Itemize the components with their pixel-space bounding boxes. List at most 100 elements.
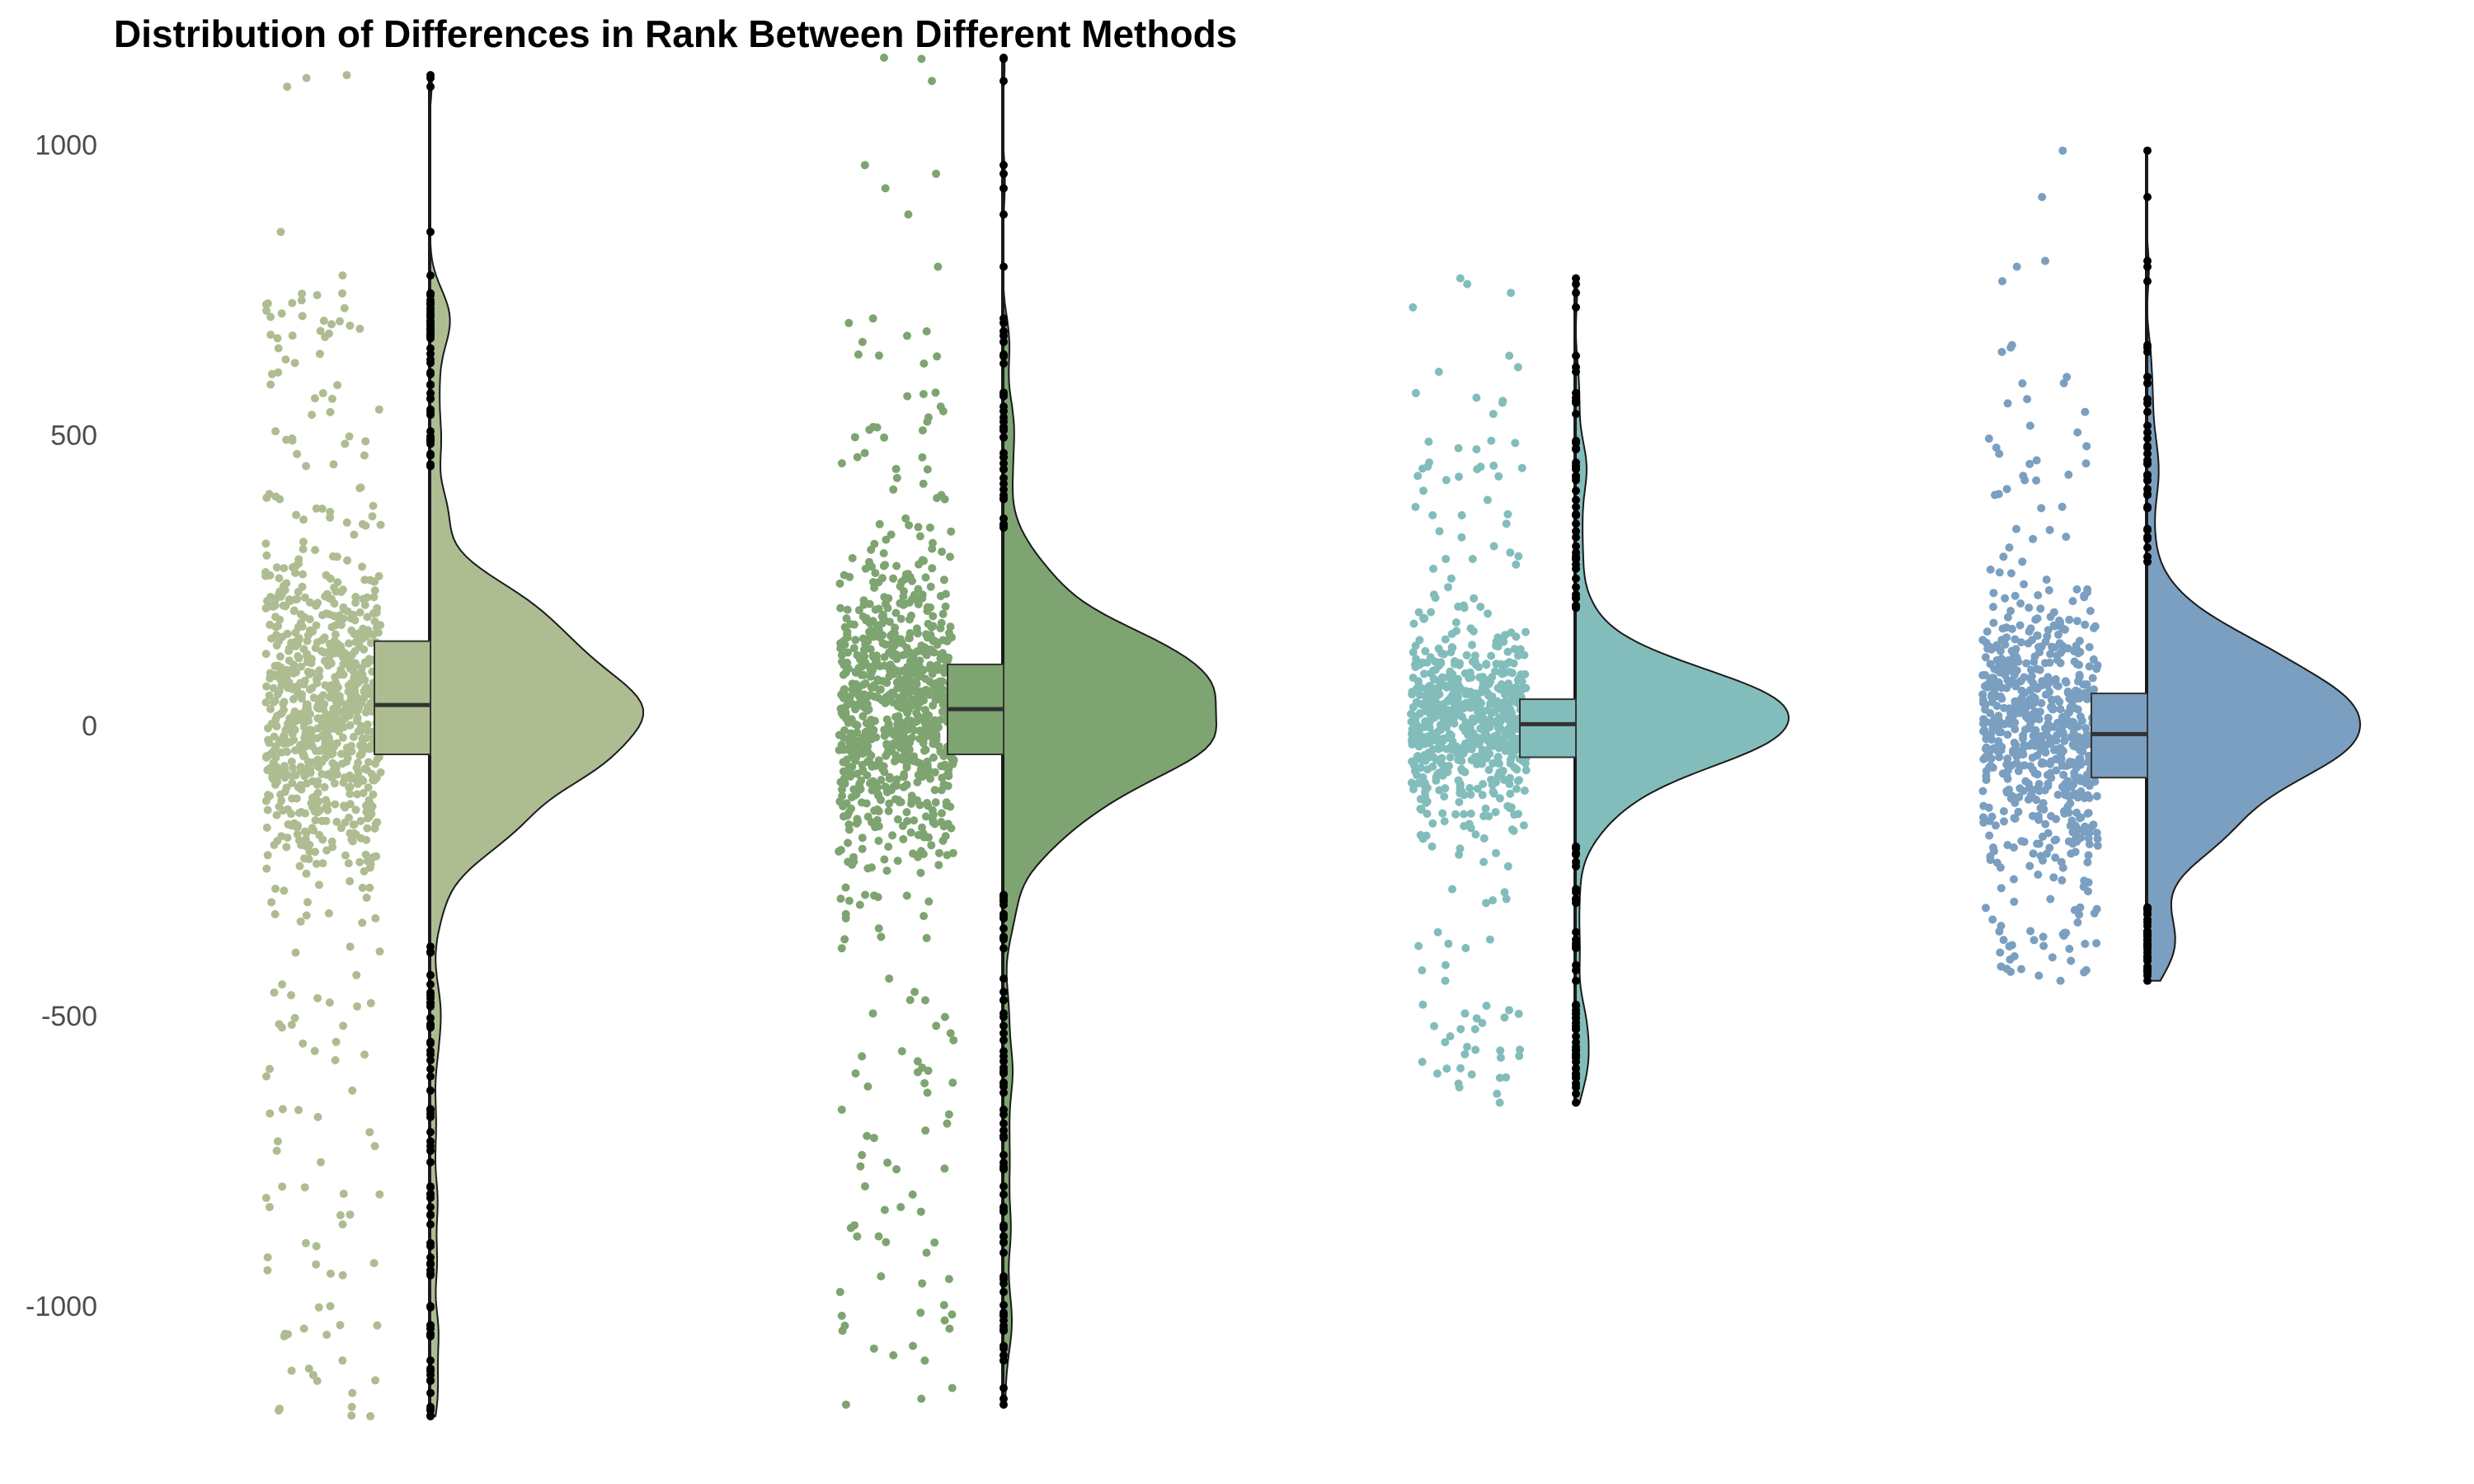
data-point (919, 479, 928, 488)
data-point (342, 71, 351, 80)
data-point (917, 1394, 926, 1403)
outlier-point (2143, 543, 2152, 552)
outlier-point (2143, 434, 2152, 443)
data-point (2011, 725, 2020, 734)
data-point (301, 729, 310, 737)
data-point (294, 1106, 303, 1115)
data-point (375, 1190, 384, 1199)
data-point (1472, 445, 1481, 453)
data-point (1998, 769, 2007, 778)
data-point (860, 161, 869, 170)
data-point (1507, 825, 1517, 834)
outlier-point (426, 948, 435, 957)
data-point (2032, 796, 2041, 805)
data-point (297, 296, 306, 305)
data-point (1986, 660, 1995, 669)
outlier-point (1572, 486, 1580, 495)
data-point (289, 607, 299, 616)
data-point (353, 790, 362, 799)
data-point (1426, 653, 1435, 662)
outlier-point (426, 326, 435, 336)
data-point (934, 742, 943, 751)
data-point (270, 840, 279, 849)
data-point (313, 788, 322, 797)
data-point (264, 724, 272, 733)
outlier-point (426, 1046, 435, 1055)
data-point (272, 1146, 281, 1155)
data-point (2077, 777, 2086, 786)
data-point (940, 1012, 949, 1021)
series-group (1978, 146, 2362, 985)
data-point (924, 897, 934, 906)
data-point (858, 337, 867, 346)
outlier-point (999, 1190, 1008, 1199)
outlier-point (426, 1158, 435, 1167)
outlier-point (2143, 534, 2152, 543)
data-point (350, 674, 359, 683)
data-point (276, 228, 285, 237)
outlier-point (426, 271, 435, 280)
data-point (1442, 476, 1451, 485)
outlier-point (1572, 966, 1580, 974)
data-point (2003, 613, 2012, 622)
data-point (1409, 648, 1418, 657)
outlier-point (999, 210, 1008, 219)
data-point (313, 1112, 322, 1121)
outlier-point (999, 1057, 1008, 1066)
data-point (360, 866, 369, 876)
outlier-point (426, 82, 435, 92)
outlier-point (1572, 436, 1580, 445)
outlier-point (426, 1210, 435, 1219)
data-point (262, 1072, 270, 1081)
data-point (347, 1402, 356, 1411)
data-point (1444, 939, 1453, 948)
data-point (905, 996, 915, 1004)
data-point (315, 350, 324, 359)
data-point (1496, 1053, 1505, 1062)
data-point (842, 702, 851, 710)
data-point (1421, 778, 1429, 787)
data-point (877, 619, 887, 628)
data-point (298, 694, 306, 703)
data-point (2053, 681, 2061, 690)
data-point (913, 1057, 922, 1066)
data-point (304, 1364, 313, 1373)
data-point (338, 1270, 347, 1280)
data-point (266, 331, 275, 339)
outlier-point (1572, 533, 1580, 542)
data-point (2010, 814, 2019, 823)
data-point (896, 1203, 905, 1212)
data-point (1998, 277, 2006, 286)
data-point (299, 515, 308, 524)
data-point (302, 869, 311, 878)
data-point (325, 646, 334, 655)
outlier-point (1572, 602, 1580, 611)
data-point (298, 289, 307, 298)
data-point (1444, 583, 1452, 592)
data-point (2081, 407, 2090, 416)
data-point (2001, 594, 2010, 603)
data-point (887, 530, 896, 539)
data-point (2014, 657, 2023, 666)
data-point (281, 355, 290, 364)
data-point (2003, 774, 2012, 783)
data-point (2027, 701, 2036, 710)
data-point (1407, 709, 1415, 718)
data-point (1482, 660, 1491, 669)
data-point (920, 1356, 929, 1365)
outlier-point (426, 1220, 435, 1229)
data-point (2083, 758, 2092, 767)
data-point (1510, 763, 1519, 772)
data-point (1985, 831, 1994, 840)
outlier-point (999, 262, 1008, 271)
data-point (889, 574, 898, 583)
outlier-point (2143, 948, 2152, 957)
data-point (921, 996, 929, 1005)
data-point (910, 726, 919, 735)
data-point (840, 935, 849, 944)
data-point (1989, 674, 1997, 683)
data-point (874, 1232, 883, 1241)
outlier-points (426, 71, 435, 1421)
data-point (2038, 738, 2046, 747)
